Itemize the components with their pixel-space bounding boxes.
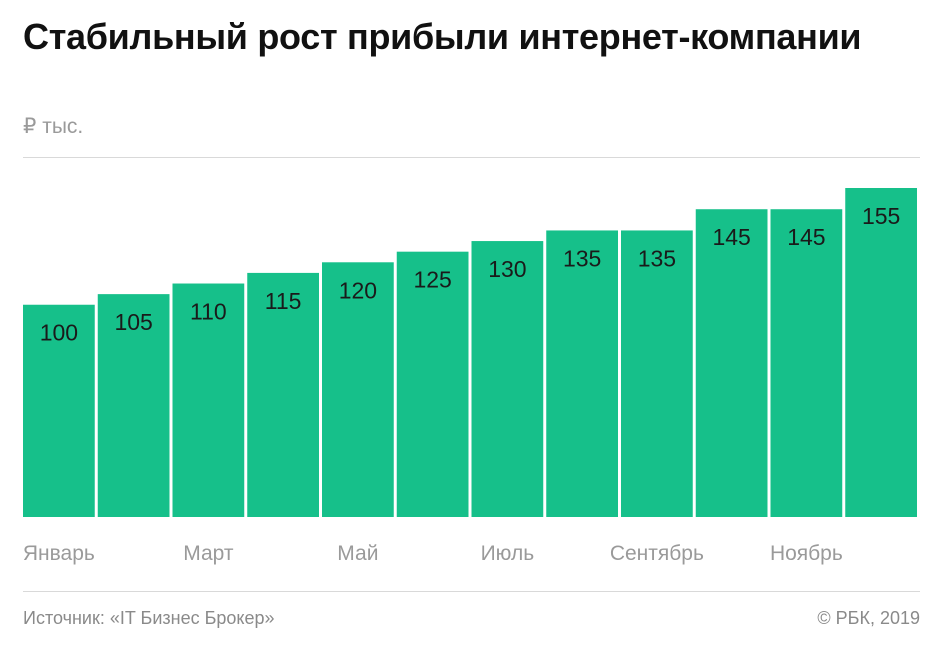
bar-12 <box>845 188 917 517</box>
bar-10 <box>695 209 768 518</box>
bar-value-label: 115 <box>265 288 302 314</box>
bar-value-label: 105 <box>114 309 152 335</box>
bar-value-label: 155 <box>862 203 900 229</box>
bar-labels-group: 100 105 110 115 120 125 130 135 135 145 145 155 <box>40 203 901 346</box>
bar-value-label: 110 <box>190 299 227 325</box>
x-tick-label: Май <box>337 542 378 565</box>
source-note: Источник: «IT Бизнес Брокер» <box>23 608 275 628</box>
bar-value-label: 135 <box>563 245 601 271</box>
bar-7 <box>471 241 544 517</box>
bar-3 <box>172 283 245 517</box>
x-tick-label: Январь <box>23 542 95 565</box>
bar-6 <box>396 251 469 517</box>
bars-group <box>23 188 917 518</box>
bar-chart: 100 105 110 115 120 125 130 135 135 145 145 155 Янв… <box>23 188 917 565</box>
bar-value-label: 125 <box>413 267 451 293</box>
bar-value-label: 130 <box>488 256 526 282</box>
bar-9 <box>621 230 693 517</box>
top-divider <box>23 157 920 158</box>
bar-value-label: 145 <box>712 224 750 250</box>
bar-2 <box>97 294 170 517</box>
chart-title: Стабильный рост прибыли интернет-компани… <box>23 16 862 57</box>
bottom-divider <box>23 591 920 592</box>
bar-1 <box>23 304 95 517</box>
x-tick-label: Сентябрь <box>610 542 704 565</box>
bar-11 <box>770 209 843 518</box>
bar-8 <box>546 230 618 517</box>
x-axis-ticks: Январь Март Май Июль Сентябрь Ноябрь <box>23 542 843 565</box>
x-tick-label: Март <box>183 542 234 565</box>
bar-value-label: 135 <box>638 245 676 271</box>
unit-label: ₽ тыс. <box>23 115 84 138</box>
x-tick-label: Июль <box>481 542 535 565</box>
bar-value-label: 120 <box>339 277 377 303</box>
bar-value-label: 145 <box>787 224 825 250</box>
copyright-note: © РБК, 2019 <box>817 608 920 628</box>
bar-5 <box>322 262 394 517</box>
x-tick-label: Ноябрь <box>770 542 843 565</box>
bar-value-label: 100 <box>40 320 78 346</box>
bar-4 <box>247 272 319 517</box>
